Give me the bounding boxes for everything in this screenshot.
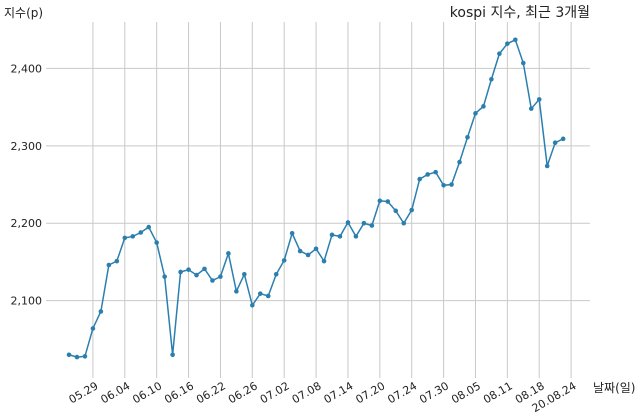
- data-point: [321, 258, 327, 264]
- data-point: [98, 309, 104, 314]
- data-point: [337, 234, 343, 239]
- data-point: [170, 352, 175, 358]
- data-point: [178, 269, 183, 275]
- data-point: [297, 248, 303, 254]
- data-point: [130, 234, 136, 239]
- data-point: [329, 232, 335, 238]
- data-point: [369, 223, 375, 228]
- x-tick-label: 07.14: [322, 379, 356, 406]
- chart-title: kospi 지수, 최근 3개월: [450, 5, 590, 21]
- data-point: [520, 60, 526, 66]
- x-tick-label: 08.11: [481, 379, 515, 406]
- y-axis-label: 지수(p): [4, 6, 43, 20]
- data-point: [513, 37, 518, 43]
- data-point: [273, 272, 279, 277]
- data-point: [74, 354, 80, 360]
- data-point: [114, 258, 120, 264]
- x-tick-label: 07.30: [417, 379, 451, 406]
- data-point: [417, 176, 422, 182]
- data-point: [234, 289, 239, 294]
- data-point: [409, 207, 415, 213]
- data-point: [552, 140, 558, 146]
- data-point: [505, 41, 510, 46]
- data-point: [385, 199, 391, 204]
- x-tick-label: 07.20: [354, 379, 388, 406]
- grid: [46, 22, 590, 378]
- data-point: [82, 354, 88, 359]
- data-point: [313, 246, 319, 252]
- x-tick-label: 07.24: [385, 379, 419, 406]
- y-tick-label: 2,200: [11, 217, 43, 230]
- data-point: [433, 169, 438, 175]
- data-point: [122, 235, 128, 241]
- x-tick-label: 05.29: [67, 379, 101, 406]
- data-point: [186, 267, 191, 272]
- data-point: [560, 136, 566, 142]
- data-point: [449, 182, 454, 187]
- data-point: [90, 326, 96, 331]
- data-point: [497, 51, 502, 57]
- data-point: [441, 183, 446, 188]
- data-point: [202, 266, 207, 272]
- data-point: [242, 272, 247, 277]
- x-tick-label: 06.26: [226, 379, 260, 406]
- x-tick-label: 06.22: [194, 379, 228, 406]
- data-point: [138, 230, 144, 235]
- data-point: [473, 111, 478, 116]
- x-tick-label: 07.02: [258, 379, 292, 406]
- data-point: [361, 220, 367, 226]
- data-point: [218, 274, 223, 279]
- x-tick-label: 06.10: [130, 379, 164, 406]
- x-axis-label: 날짜(일): [593, 381, 635, 395]
- series-layer: [66, 37, 566, 360]
- data-point: [544, 163, 550, 169]
- data-point: [481, 104, 486, 109]
- data-point: [353, 234, 359, 239]
- data-point: [250, 302, 255, 308]
- data-point: [162, 274, 167, 279]
- y-tick-label: 2,100: [11, 295, 43, 308]
- data-point: [281, 258, 287, 263]
- y-tick-label: 2,300: [11, 140, 43, 153]
- data-point: [226, 251, 231, 256]
- data-point: [146, 224, 151, 230]
- data-point: [393, 208, 399, 214]
- data-point: [401, 220, 407, 226]
- x-tick-label: 08.05: [449, 379, 483, 406]
- x-tick-label: 07.08: [290, 379, 324, 406]
- data-point: [194, 272, 199, 278]
- y-tick-label: 2,400: [11, 62, 43, 75]
- data-point: [536, 97, 542, 102]
- data-point: [345, 220, 351, 225]
- data-point: [210, 278, 215, 283]
- data-point: [257, 291, 263, 296]
- data-point: [106, 262, 112, 268]
- data-point: [528, 106, 534, 111]
- x-tick-label: 06.16: [162, 379, 196, 406]
- data-point: [305, 252, 311, 258]
- data-point: [154, 240, 159, 245]
- x-tick-label: 06.04: [99, 379, 133, 406]
- data-point: [489, 76, 494, 82]
- data-point: [66, 352, 72, 358]
- data-point: [377, 198, 383, 204]
- data-point: [265, 293, 271, 299]
- data-point: [457, 159, 462, 165]
- data-point: [289, 230, 295, 236]
- data-point: [465, 135, 470, 140]
- data-point: [425, 172, 430, 177]
